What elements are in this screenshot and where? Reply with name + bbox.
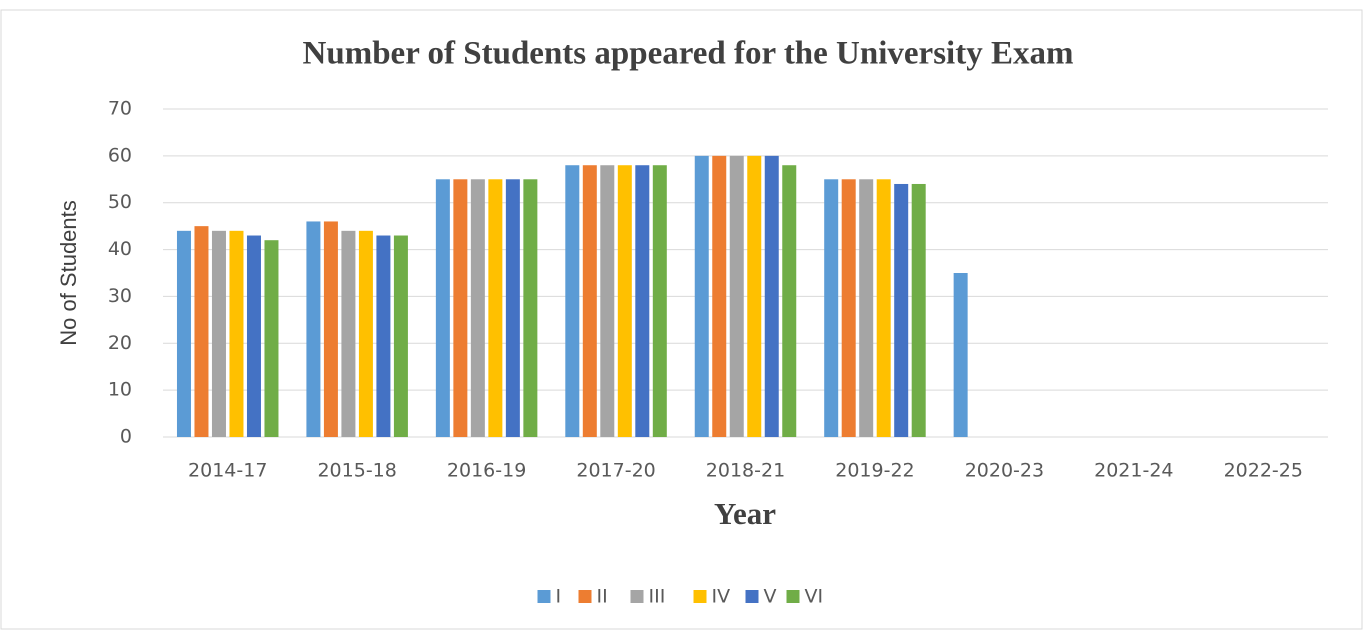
legend-label: V xyxy=(764,586,777,608)
bar xyxy=(341,230,356,437)
bar xyxy=(635,165,650,437)
bar xyxy=(229,230,244,437)
bar xyxy=(582,165,597,437)
bar xyxy=(246,235,261,437)
legend-swatch xyxy=(537,590,551,603)
y-tick-label: 40 xyxy=(108,238,132,260)
bar xyxy=(953,273,968,437)
legend-label: VI xyxy=(805,586,824,608)
x-tick-label: 2018-21 xyxy=(706,460,785,482)
legend-label: IV xyxy=(712,586,731,608)
legend-swatch xyxy=(693,590,707,603)
bar xyxy=(600,165,615,437)
bar xyxy=(211,230,226,437)
bar xyxy=(488,179,503,438)
y-tick-label: 60 xyxy=(108,144,132,166)
bar xyxy=(435,179,450,438)
bar xyxy=(824,179,839,438)
y-tick-label: 20 xyxy=(108,332,132,354)
bar xyxy=(859,179,874,438)
bar xyxy=(841,179,856,438)
x-tick-label: 2020-23 xyxy=(965,460,1044,482)
bar xyxy=(729,155,744,437)
bar xyxy=(764,155,779,437)
y-tick-label: 50 xyxy=(108,191,132,213)
bar xyxy=(376,235,391,437)
bar xyxy=(470,179,485,438)
x-tick-label: 2016-19 xyxy=(447,460,526,482)
legend-swatch xyxy=(745,590,759,603)
x-tick-label: 2014-17 xyxy=(188,460,267,482)
bar xyxy=(694,155,709,437)
bar xyxy=(712,155,727,437)
legend-label: I xyxy=(556,586,562,608)
legend-swatch xyxy=(578,590,592,603)
bar xyxy=(194,226,209,437)
bar xyxy=(358,230,373,437)
bar xyxy=(747,155,762,437)
legend-swatch xyxy=(630,590,644,603)
bar xyxy=(617,165,632,437)
chart-title: Number of Students appeared for the Univ… xyxy=(303,36,1074,72)
x-tick-label: 2017-20 xyxy=(576,460,655,482)
x-tick-label: 2015-18 xyxy=(317,460,396,482)
bar xyxy=(523,179,538,438)
x-tick-label: 2021-24 xyxy=(1094,460,1173,482)
chart-border xyxy=(0,9,1363,630)
y-tick-label: 30 xyxy=(108,285,132,307)
bar xyxy=(911,183,926,437)
x-tick-label: 2019-22 xyxy=(835,460,914,482)
bar xyxy=(565,165,580,437)
bar xyxy=(306,221,321,437)
bar xyxy=(264,240,279,437)
bar xyxy=(393,235,408,437)
bar xyxy=(453,179,468,438)
legend-label: II xyxy=(597,586,608,608)
y-axis-title: No of Students xyxy=(56,200,81,346)
bar xyxy=(323,221,338,437)
y-tick-label: 10 xyxy=(108,379,132,401)
legend-label: III xyxy=(649,586,666,608)
bar xyxy=(894,183,909,437)
bar xyxy=(652,165,667,437)
x-tick-label: 2022-25 xyxy=(1224,460,1303,482)
y-tick-label: 70 xyxy=(108,98,132,120)
bar xyxy=(505,179,520,438)
bar xyxy=(176,230,191,437)
legend-swatch xyxy=(786,590,800,603)
x-axis-title: Year xyxy=(714,496,776,531)
bar xyxy=(782,165,797,437)
bar xyxy=(876,179,891,438)
y-tick-label: 0 xyxy=(120,426,132,448)
